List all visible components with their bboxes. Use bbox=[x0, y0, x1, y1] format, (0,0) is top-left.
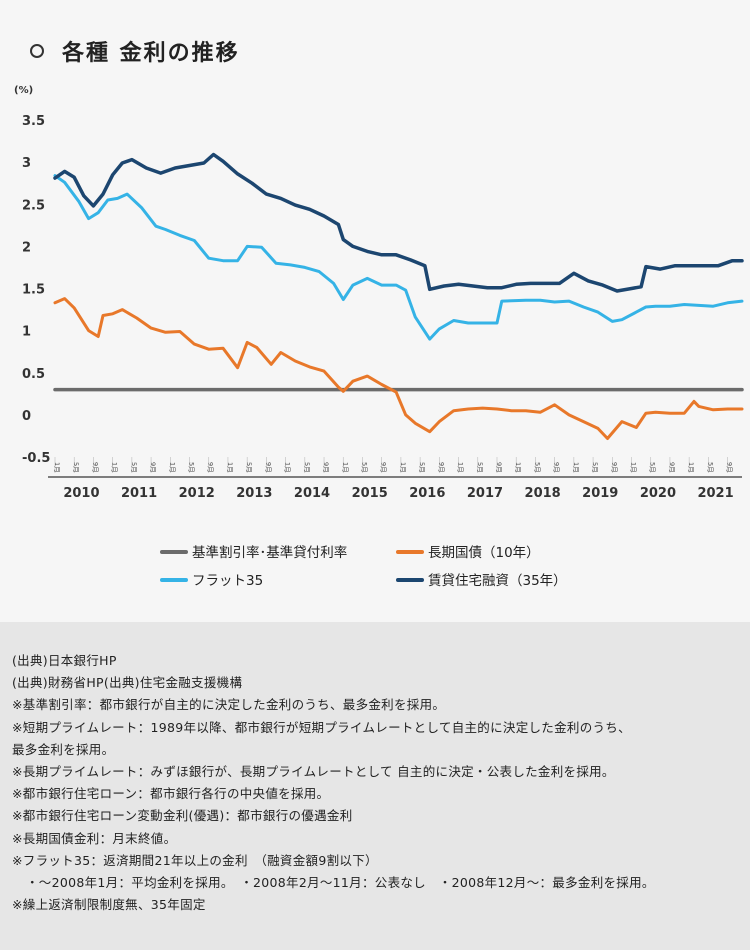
month-tick-label: 9月 bbox=[495, 462, 503, 473]
month-tick-label: 5月 bbox=[533, 462, 541, 473]
month-tick-label: 1月 bbox=[284, 462, 292, 473]
y-tick-label: 2.5 bbox=[22, 198, 45, 213]
month-tick-label: 9月 bbox=[207, 462, 215, 473]
y-tick-label: 3.5 bbox=[22, 114, 45, 129]
note-item: ※都市銀行住宅ローン：都市銀行各行の中央値を採用。 bbox=[12, 786, 330, 802]
y-tick-label: 0.5 bbox=[22, 367, 45, 382]
year-label: 2015 bbox=[352, 486, 388, 501]
y-tick-label: 2 bbox=[22, 240, 31, 255]
month-tick-label: 1月 bbox=[168, 462, 176, 473]
year-label: 2014 bbox=[294, 486, 330, 501]
year-label: 2016 bbox=[409, 486, 445, 501]
note-item: ※都市銀行住宅ローン変動金利(優遇)：都市銀行の優遇金利 bbox=[12, 808, 353, 824]
month-tick-label: 1月 bbox=[399, 462, 407, 473]
month-tick-label: 5月 bbox=[245, 462, 253, 473]
month-tick-label: 1月 bbox=[514, 462, 522, 473]
month-tick-label: 1月 bbox=[53, 462, 61, 473]
month-tick-label: 5月 bbox=[188, 462, 196, 473]
month-tick-label: 9月 bbox=[149, 462, 157, 473]
year-label: 2013 bbox=[236, 486, 272, 501]
year-label: 2010 bbox=[63, 486, 99, 501]
month-tick-label: 9月 bbox=[380, 462, 388, 473]
year-label: 2020 bbox=[640, 486, 676, 501]
chart-panel: (%) 3.5 3 2.5 2 1.5 1 0.5 0 -0.5 1月 5月 9月 1月 5月 9月 1月 5月 9… bbox=[14, 36, 744, 589]
y-tick-label: 3 bbox=[22, 156, 31, 171]
note-item: ※繰上返済制限制度無、35年固定 bbox=[12, 897, 206, 913]
year-label: 2012 bbox=[179, 486, 215, 501]
y-tick-label: -0.5 bbox=[22, 451, 50, 466]
year-label: 2011 bbox=[121, 486, 157, 501]
month-tick-label: 9月 bbox=[726, 462, 734, 473]
year-label: 2018 bbox=[525, 486, 561, 501]
month-tick-label: 5月 bbox=[591, 462, 599, 473]
y-unit-label: (%) bbox=[14, 85, 33, 96]
month-tick-label: 1月 bbox=[687, 462, 695, 473]
legend-label-flat35: フラット35 bbox=[192, 573, 263, 589]
y-tick-label: 1 bbox=[22, 325, 31, 340]
month-tick-label: 5月 bbox=[360, 462, 368, 473]
month-tick-label: 5月 bbox=[706, 462, 714, 473]
month-tick-label: 5月 bbox=[418, 462, 426, 473]
month-tick-label: 1月 bbox=[572, 462, 580, 473]
month-tick-label: 9月 bbox=[322, 462, 330, 473]
circle-bullet-icon bbox=[30, 44, 44, 58]
notes-panel: (出典)日本銀行HP (出典)財務省HP(出典)住宅金融支援機構 ※基準割引率：… bbox=[0, 622, 750, 950]
month-tick-label: 5月 bbox=[476, 462, 484, 473]
month-tick-label: 1月 bbox=[341, 462, 349, 473]
year-label: 2019 bbox=[582, 486, 618, 501]
month-tick-label: 1月 bbox=[457, 462, 465, 473]
note-item: ・～2008年1月：平均金利を採用。 ・2008年2月～11月：公表なし ・20… bbox=[26, 875, 655, 891]
month-tick-label: 1月 bbox=[226, 462, 234, 473]
series-line-bank_mortgage bbox=[53, 152, 744, 293]
year-label: 2017 bbox=[467, 486, 503, 501]
note-item: (出典)日本銀行HP bbox=[12, 653, 117, 668]
month-tick-label: 9月 bbox=[668, 462, 676, 473]
month-tick-label: 5月 bbox=[72, 462, 80, 473]
month-tick-label: 1月 bbox=[111, 462, 119, 473]
note-item: (出典)財務省HP(出典)住宅金融支援機構 bbox=[12, 675, 243, 691]
year-label: 2021 bbox=[697, 486, 733, 501]
notes-list: (出典)日本銀行HP (出典)財務省HP(出典)住宅金融支援機構 ※基準割引率：… bbox=[0, 622, 750, 916]
legend-label-base_rate: 基準割引率･基準貸付利率 bbox=[192, 544, 347, 561]
month-tick-label: 9月 bbox=[91, 462, 99, 473]
month-tick-label: 9月 bbox=[437, 462, 445, 473]
month-tick-label: 9月 bbox=[264, 462, 272, 473]
note-item: ※長期プライムレート：みずほ銀行が、長期プライムレートとして 自主的に決定・公表… bbox=[12, 764, 615, 780]
note-item: ※長期国債金利：月末終値。 bbox=[12, 830, 177, 846]
month-tick-label: 5月 bbox=[649, 462, 657, 473]
chart-title: 各種 金利の推移 bbox=[62, 41, 240, 66]
chart-svg: (%)3.532.521.510.50-0.51月 5月 9月 1月 5月 9月 1月 5月 9… bbox=[14, 85, 744, 589]
legend-label-jgb10: 長期国債（10年） bbox=[428, 545, 540, 561]
legend-label-bank_mortgage: 賃貸住宅融資（35年） bbox=[428, 573, 567, 589]
y-tick-label: 0 bbox=[22, 409, 31, 424]
month-tick-label: 5月 bbox=[130, 462, 138, 473]
series-line-flat35 bbox=[53, 174, 744, 341]
title-row: 各種 金利の推移 bbox=[30, 36, 240, 66]
month-tick-label: 5月 bbox=[303, 462, 311, 473]
month-tick-label: 9月 bbox=[610, 462, 618, 473]
note-item: 最多金利を採用。 bbox=[12, 741, 115, 757]
note-item: ※基準割引率：都市銀行が自主的に決定した金利のうち、最多金利を採用。 bbox=[12, 697, 446, 713]
month-tick-label: 9月 bbox=[553, 462, 561, 473]
note-item: ※短期プライムレート：1989年以降、都市銀行が短期プライムレートとして自主的に… bbox=[12, 719, 631, 735]
note-item: ※フラット35：返済期間21年以上の金利 （融資金額9割以下） bbox=[12, 852, 378, 868]
y-tick-label: 1.5 bbox=[22, 283, 45, 298]
month-tick-label: 1月 bbox=[630, 462, 638, 473]
series-line-jgb10 bbox=[53, 297, 744, 440]
